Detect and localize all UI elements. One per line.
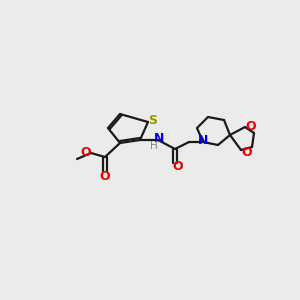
Text: O: O: [246, 119, 256, 133]
Text: O: O: [173, 160, 183, 173]
Text: O: O: [242, 146, 252, 158]
Text: S: S: [148, 115, 158, 128]
Text: O: O: [81, 146, 91, 158]
Text: H: H: [150, 141, 158, 151]
Text: N: N: [154, 131, 164, 145]
Text: O: O: [100, 169, 110, 182]
Text: N: N: [198, 134, 208, 148]
